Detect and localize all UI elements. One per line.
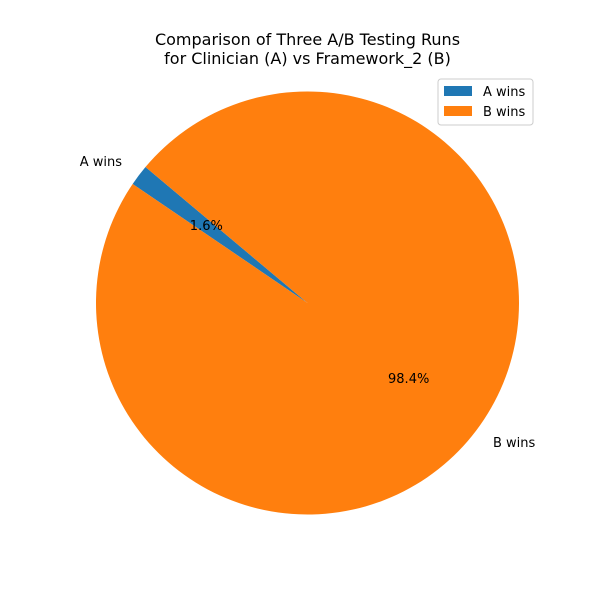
legend-label-a-wins: A wins [483, 85, 526, 100]
pie-slices [96, 91, 520, 515]
chart-title: Comparison of Three A/B Testing Runs for… [155, 30, 460, 69]
pie-slice-a-wins [132, 167, 308, 303]
slice-percent-a-wins: 1.6% [190, 219, 223, 234]
legend-label-b-wins: B wins [483, 105, 526, 120]
legend-swatch-b-wins [444, 106, 472, 116]
pie-labels: A wins 1.6% B wins 98.4% [80, 155, 536, 451]
chart-title-line-1: Comparison of Three A/B Testing Runs [155, 30, 460, 49]
legend-swatch-a-wins [444, 86, 472, 96]
slice-percent-b-wins: 98.4% [388, 372, 429, 387]
chart-title-line-2: for Clinician (A) vs Framework_2 (B) [164, 49, 451, 69]
slice-label-a-wins: A wins [80, 155, 123, 170]
pie-slice-b-wins [96, 91, 520, 515]
legend: A wins B wins [437, 78, 534, 126]
slice-label-b-wins: B wins [493, 436, 536, 451]
